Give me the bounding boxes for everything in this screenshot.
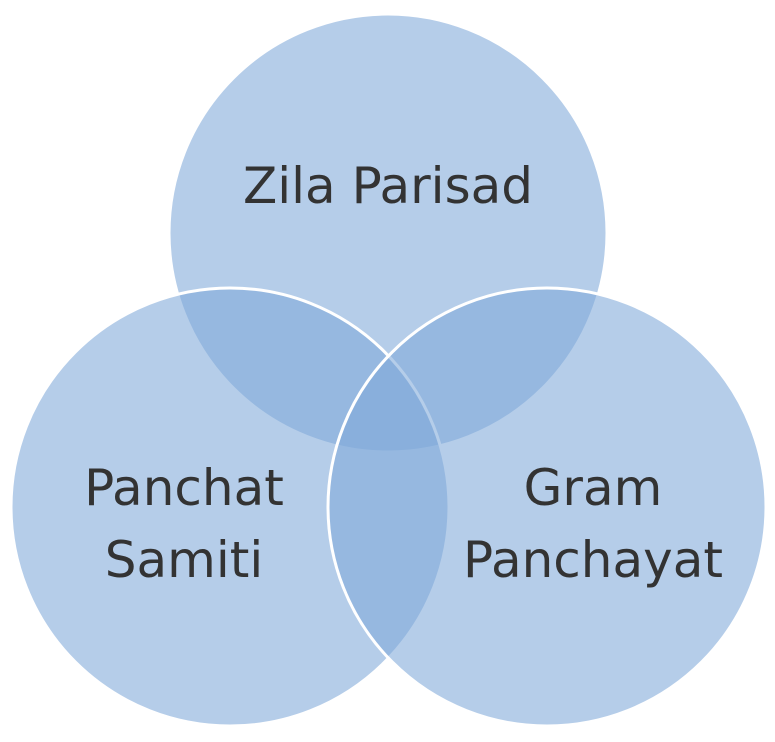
label-gram-panchayat: Gram Panchayat <box>433 452 753 596</box>
label-line: Gram <box>523 459 663 517</box>
label-panchat-samiti: Panchat Samiti <box>24 452 344 596</box>
label-line: Zila Parisad <box>243 157 533 215</box>
circle-gram-panchayat <box>326 286 768 728</box>
label-zila-parisad: Zila Parisad <box>188 150 588 222</box>
label-line: Panchayat <box>463 531 723 589</box>
label-line: Samiti <box>104 531 264 589</box>
label-line: Panchat <box>84 459 284 517</box>
